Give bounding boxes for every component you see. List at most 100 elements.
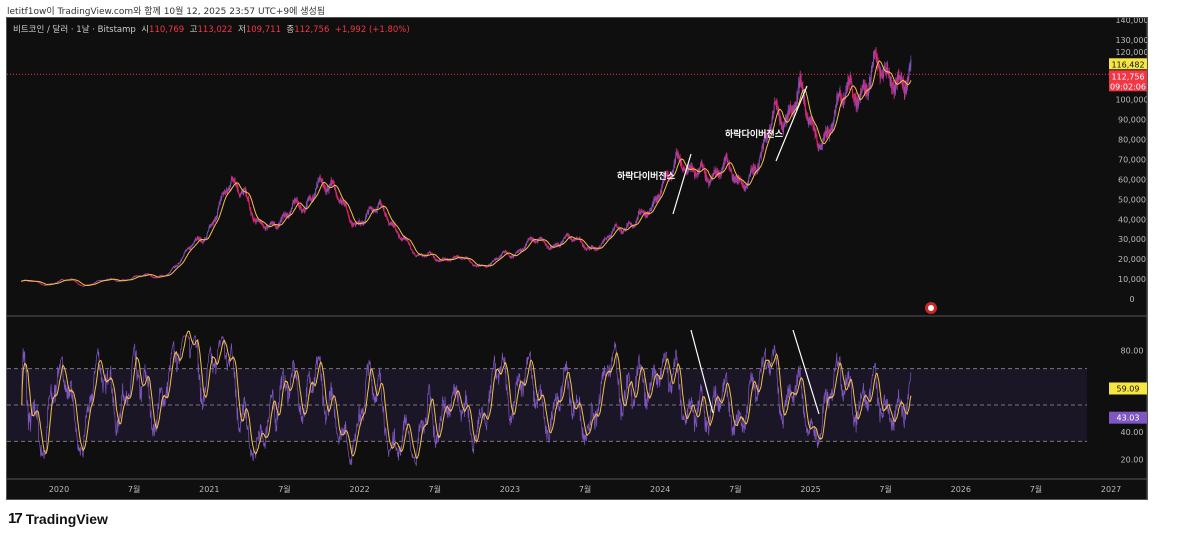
candle-body (819, 145, 821, 149)
candle-body (343, 202, 345, 205)
candle-body (518, 249, 520, 251)
candle-body (486, 266, 488, 268)
candle-body (397, 232, 399, 235)
candle-body (115, 280, 117, 282)
candle-body (251, 214, 253, 216)
candle-body (772, 115, 773, 117)
time-tick: 7월 (128, 484, 140, 494)
candle-body (623, 229, 625, 231)
candle-body (862, 85, 864, 89)
candle-body (161, 275, 163, 276)
candle-body (582, 243, 584, 246)
candle-body (626, 224, 628, 228)
candle-body (192, 243, 194, 245)
candle-body (667, 176, 668, 178)
candle-body (158, 275, 160, 277)
candle-body (214, 220, 215, 222)
candle-body (761, 146, 763, 149)
candle-body (527, 239, 529, 243)
candle-body (608, 236, 610, 238)
candle-body (584, 246, 586, 250)
candle-body (874, 54, 876, 56)
candle-body (51, 283, 53, 284)
candle-body (520, 249, 522, 252)
candle-body (266, 227, 268, 229)
candle-body (525, 244, 527, 245)
candle-body (375, 210, 376, 212)
candle-body (555, 243, 557, 246)
candle-body (669, 175, 671, 178)
candle-body (311, 199, 313, 200)
candle-body (840, 95, 842, 99)
candle-body (697, 169, 699, 174)
candle-body (539, 237, 541, 239)
candle-body (511, 256, 513, 258)
candle-body (40, 283, 42, 285)
candle-body (292, 202, 294, 204)
candle-body (690, 168, 692, 170)
candle-body (707, 179, 709, 180)
candle-body (555, 244, 556, 246)
candle-body (845, 88, 847, 93)
candle-body (250, 209, 252, 214)
candle-body (417, 254, 419, 256)
open-value: 110,769 (149, 25, 185, 35)
candle-body (786, 116, 787, 118)
candle-body (678, 157, 680, 160)
candle-body (605, 238, 607, 240)
candle-body (59, 280, 61, 281)
candle-body (511, 256, 512, 258)
candle-body (826, 129, 828, 137)
candle-body (354, 223, 356, 226)
candle-body (276, 225, 278, 229)
candle-body (703, 166, 705, 168)
candle-body (259, 220, 260, 221)
candle-body (585, 248, 587, 250)
candle-body (887, 67, 889, 75)
candle-body (45, 285, 47, 286)
candle-body (870, 77, 872, 85)
candle-body (754, 167, 756, 169)
candle-body (532, 239, 534, 240)
candle-body (740, 179, 742, 184)
candle-body (295, 199, 297, 202)
candle-body (374, 210, 376, 213)
candle-body (448, 259, 450, 261)
candle-body (331, 180, 332, 186)
candle-body (42, 284, 43, 286)
candle-body (707, 178, 708, 180)
candle-body (909, 65, 911, 69)
candle-body (655, 197, 657, 201)
candle-body (623, 230, 624, 233)
candle-body (206, 233, 208, 237)
chart-panel[interactable]: 140,000 130,000 120,000 100,000 90,000 80,000… (6, 17, 1148, 500)
candle-body (798, 83, 800, 88)
candle-body (606, 238, 607, 239)
candle-body (350, 221, 352, 223)
candle-body (182, 256, 184, 258)
candle-body (82, 285, 84, 287)
candle-body (905, 88, 907, 93)
candle-body (46, 284, 47, 286)
candle-body (765, 137, 767, 140)
candle-body (42, 284, 44, 286)
candle-body (660, 189, 662, 192)
candle-body (675, 153, 677, 160)
candle-body (224, 191, 225, 192)
candle-body (305, 203, 307, 209)
candle-body (286, 214, 288, 215)
candle-body (301, 210, 303, 212)
candle-body (215, 217, 217, 221)
chart-canvas[interactable]: 140,000130,000120,000100,00090,00080,000… (7, 18, 1147, 499)
candle-body (442, 257, 444, 260)
candle-body (396, 231, 397, 232)
candle-body (875, 54, 877, 62)
candle-body (328, 188, 330, 191)
candle-body (727, 159, 729, 163)
candle-body (110, 278, 112, 279)
candle-body (443, 258, 445, 260)
candle-body (869, 79, 871, 87)
candle-body (44, 285, 45, 286)
price-tick: 70,000 (1118, 155, 1146, 164)
candle-body (176, 266, 178, 267)
